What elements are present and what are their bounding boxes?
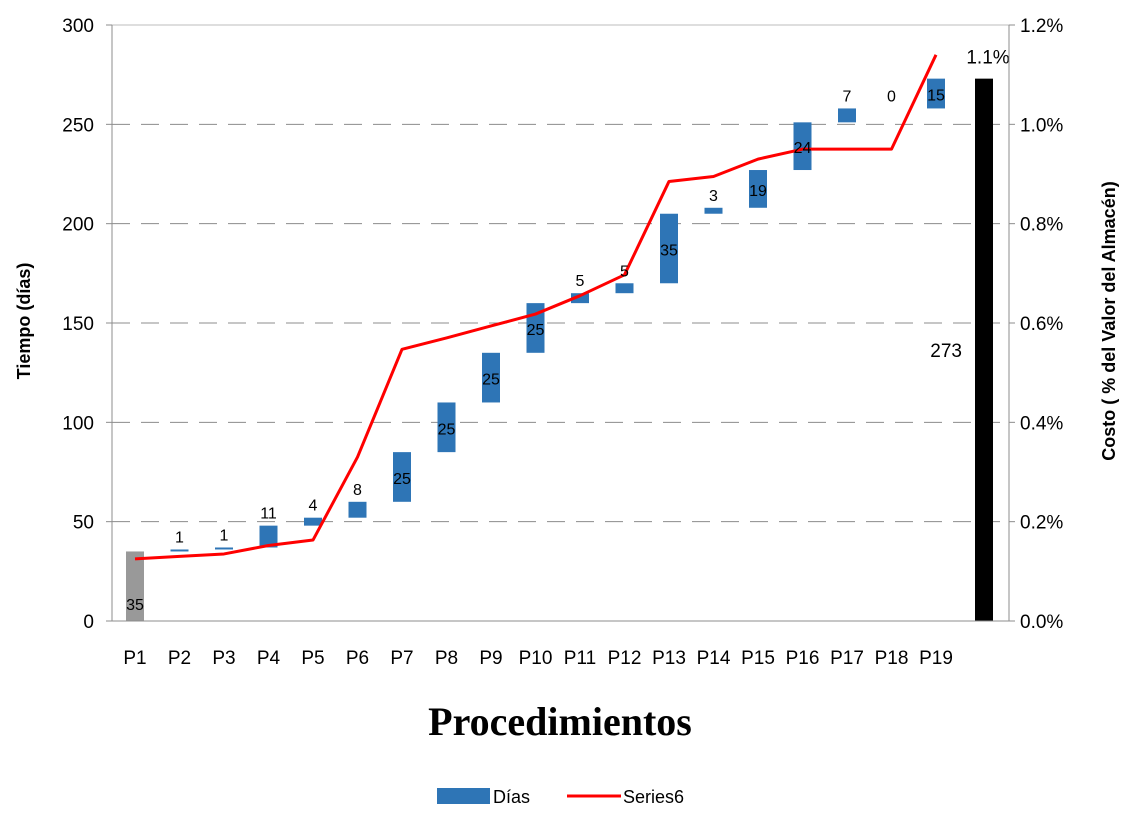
x-tick-label: P2 (168, 648, 191, 669)
y-tick-label: 100 (62, 413, 94, 434)
legend: Días Series6 (437, 787, 684, 807)
x-tick-label: P11 (564, 648, 596, 669)
x-tick-label: P9 (479, 648, 502, 669)
bar-P19 (927, 78, 945, 109)
data-label-P5: 4 (309, 498, 318, 515)
y2-tick-label: 0.8% (1020, 215, 1063, 236)
bar-P12 (615, 283, 634, 294)
data-label-P8: 25 (438, 421, 456, 438)
x-tick-label: P4 (257, 648, 281, 669)
bar-P2 (170, 549, 189, 552)
y2-tick-label: 1.2% (1020, 16, 1063, 37)
y-axis-title: Tiempo (días) (14, 263, 34, 380)
bar-P3 (215, 547, 233, 550)
data-label-P11: 5 (576, 273, 585, 290)
bar-P14 (704, 207, 723, 214)
x-tick-label: P6 (346, 648, 369, 669)
bar-P7 (393, 452, 411, 502)
cost-line-group (134, 54, 938, 561)
legend-label-dias: Días (493, 787, 530, 807)
data-label-P10: 25 (527, 322, 545, 339)
bar-P5 (304, 517, 322, 526)
x-axis: P1 P2 P3 P4 P5 P6 P7 P8 P9 P10 P11 P12 P13 P14 P15 P16 P… (112, 620, 1009, 669)
bar-P4 (259, 525, 278, 548)
legend-swatch-dias (437, 788, 490, 804)
x-tick-label: P7 (390, 648, 413, 669)
x-tick-label: P15 (741, 648, 775, 669)
y-axis-right: 0.0% 0.2% 0.4% 0.6% 0.8% 1.0% 1.2% (1008, 16, 1063, 633)
x-axis-title: Procedimientos (428, 699, 692, 744)
data-label-P17: 7 (843, 88, 852, 105)
y-tick-label: 250 (62, 115, 94, 136)
x-tick-label: P3 (212, 648, 235, 669)
x-tick-label: P12 (608, 648, 642, 669)
y-tick-label: 300 (62, 16, 94, 37)
data-label-P13: 35 (660, 243, 678, 260)
bar-total (975, 78, 993, 621)
x-tick-label: P16 (786, 648, 820, 669)
bar-P8 (437, 402, 456, 453)
y-tick-label: 150 (62, 314, 94, 335)
bar-P16 (793, 122, 812, 171)
total-bar-label: 273 (930, 341, 962, 362)
x-tick-label: P14 (697, 648, 731, 669)
x-tick-label: P1 (123, 648, 146, 669)
x-tick-label: P17 (830, 648, 864, 669)
x-tick-label: P13 (652, 648, 686, 669)
bar-P1 (126, 551, 144, 621)
data-label-P7: 25 (393, 471, 411, 488)
bar-P17 (838, 108, 856, 123)
y-tick-label: 200 (62, 215, 94, 236)
y-tick-label: 50 (73, 513, 94, 534)
bars-group (126, 78, 993, 621)
data-label-P9: 25 (482, 372, 500, 389)
legend-label-series6: Series6 (623, 787, 684, 807)
x-tick-label: P8 (435, 648, 458, 669)
data-label-P12: 5 (620, 263, 629, 280)
y2-tick-label: 1.0% (1020, 115, 1063, 136)
y2-axis-title: Costo ( % del Valor del Almacén) (1099, 181, 1119, 460)
bar-P6 (348, 501, 367, 518)
x-tick-label: P19 (919, 648, 953, 669)
bar-P13 (660, 213, 678, 284)
gridlines (112, 123, 1009, 523)
y-axis-left: 0 50 100 150 200 250 300 (62, 16, 113, 633)
data-label-P1: 35 (126, 597, 144, 614)
y2-tick-label: 0.0% (1020, 612, 1063, 633)
x-tick-label: P10 (519, 648, 553, 669)
y2-tick-label: 0.6% (1020, 314, 1063, 335)
x-tick-label: P18 (875, 648, 909, 669)
data-label-P15: 19 (749, 183, 767, 200)
data-label-P6: 8 (353, 482, 362, 499)
data-label-P14: 3 (709, 188, 718, 205)
bar-P11 (571, 293, 589, 304)
total-cost-label: 1.1% (966, 48, 1009, 69)
x-tick-label: P5 (301, 648, 324, 669)
data-label-P19: 15 (927, 88, 945, 105)
y2-tick-label: 0.4% (1020, 413, 1063, 434)
data-label-P3: 1 (220, 527, 229, 544)
y2-tick-label: 0.2% (1020, 513, 1063, 534)
bar-P9 (482, 352, 500, 403)
data-label-P16: 24 (794, 140, 812, 157)
y-tick-label: 0 (83, 612, 94, 633)
data-label-P2: 1 (175, 529, 184, 546)
data-label-P18: 0 (887, 88, 896, 105)
bar-P15 (749, 170, 767, 208)
series6-line (134, 54, 938, 561)
data-label-P4: 11 (260, 506, 277, 523)
